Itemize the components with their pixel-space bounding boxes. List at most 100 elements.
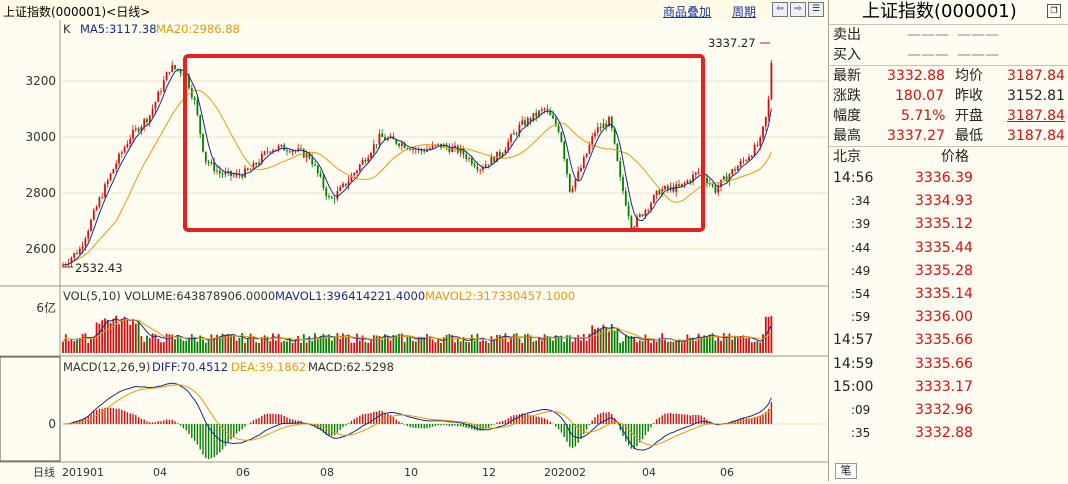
buy-value: ——— bbox=[907, 45, 949, 65]
quote-label: 昨收 bbox=[955, 86, 983, 106]
x-axis-period-label: 日线 bbox=[33, 465, 55, 479]
x-tick: 10 bbox=[404, 466, 418, 479]
tick-time: :54 bbox=[851, 283, 870, 306]
vol-y-tick: 6亿 bbox=[36, 300, 56, 315]
x-tick: 06 bbox=[720, 466, 734, 479]
tick-price: 3335.66 bbox=[915, 329, 973, 352]
quote-value: 3187.84 bbox=[1007, 66, 1065, 86]
tick-time: :09 bbox=[851, 399, 870, 422]
quote-value: 180.07 bbox=[895, 86, 944, 106]
macd-label: MACD(12,26,9) bbox=[63, 360, 150, 374]
buy-label: 买入 bbox=[833, 45, 861, 65]
quote-label: 开盘 bbox=[955, 106, 983, 126]
tick-time: 14:59 bbox=[833, 353, 873, 376]
sell-value: ——— bbox=[907, 25, 949, 45]
tick-time: :49 bbox=[851, 260, 870, 283]
ticks-col-price: 价格 bbox=[941, 147, 969, 167]
high-annotation: 3337.27 bbox=[708, 36, 756, 50]
x-tick: 06 bbox=[236, 466, 250, 479]
quote-value: 3152.81 bbox=[1007, 86, 1065, 106]
quote-label: 最高 bbox=[833, 126, 861, 146]
tick-time: :35 bbox=[851, 422, 870, 445]
sell-row: 卖出 ——— ——— bbox=[829, 25, 1068, 45]
period-link[interactable]: 周期 bbox=[732, 3, 756, 20]
quote-title-bar: 上证指数(000001) ❐ bbox=[829, 0, 1068, 25]
tick-time: :39 bbox=[851, 213, 870, 236]
tick-row: :09 3332.96 bbox=[829, 399, 1068, 422]
tick-time: 14:57 bbox=[833, 329, 873, 352]
quote-label: 幅度 bbox=[833, 106, 861, 126]
quote-value: 3187.84 bbox=[1007, 106, 1065, 126]
quote-label: 涨跌 bbox=[833, 86, 861, 106]
quote-value: 3332.88 bbox=[887, 66, 945, 86]
arrow-left-icon[interactable]: ⇦ bbox=[772, 2, 788, 17]
arrow-right-icon[interactable]: ⇨ bbox=[790, 2, 806, 17]
mavol2-label: MAVOL2:317330457.1000 bbox=[425, 289, 575, 303]
quote-title: 上证指数(000001) bbox=[862, 1, 1017, 22]
mavol1-label: MAVOL1:396414221.4000 bbox=[275, 289, 425, 303]
x-tick: 12 bbox=[482, 466, 496, 479]
ticks-header: 北京 价格 bbox=[829, 147, 1068, 167]
window-buttons: ⇦ ⇨ ☰ bbox=[772, 2, 824, 17]
tick-price: 3336.39 bbox=[915, 167, 973, 190]
diff-label: DIFF:70.4512 bbox=[152, 360, 228, 374]
tick-price: 3334.93 bbox=[915, 190, 973, 213]
tick-row: :49 3335.28 bbox=[829, 260, 1068, 283]
tick-price: 3336.00 bbox=[915, 306, 973, 329]
tick-price: 3332.96 bbox=[915, 399, 973, 422]
menu-icon[interactable]: ☰ bbox=[808, 2, 824, 17]
y-tick-3000: 3000 bbox=[25, 130, 56, 144]
restore-icon[interactable]: ❐ bbox=[1047, 4, 1061, 18]
x-tick: 08 bbox=[320, 466, 334, 479]
tick-row: :59 3336.00 bbox=[829, 306, 1068, 329]
quote-sidebar: 上证指数(000001) ❐ 卖出 ——— ——— 买入 ——— ——— 最新 … bbox=[828, 0, 1068, 481]
tick-time: :59 bbox=[851, 306, 870, 329]
x-tick: 202002 bbox=[544, 466, 586, 479]
tick-price: 3332.88 bbox=[915, 422, 973, 445]
quote-row: 幅度 5.71% 开盘 3187.84 bbox=[829, 106, 1068, 126]
tick-price: 3335.66 bbox=[915, 353, 973, 376]
tick-price: 3335.44 bbox=[915, 237, 973, 260]
low-annotation: 2532.43 bbox=[75, 261, 123, 275]
ma20-label: MA20:2986.88 bbox=[156, 22, 240, 36]
y-tick-2600: 2600 bbox=[25, 242, 56, 256]
tick-time: :44 bbox=[851, 237, 870, 260]
quote-value: 3187.84 bbox=[1007, 126, 1065, 146]
overlay-link[interactable]: 商品叠加 bbox=[663, 3, 711, 20]
kline-chart-area[interactable]: 3200 3000 2800 2600 6亿 0 K MA5:3117.38 M… bbox=[0, 20, 828, 481]
x-tick: 201901 bbox=[62, 466, 104, 479]
buy-volume: ——— bbox=[957, 45, 999, 65]
quote-row: 最新 3332.88 均价 3187.84 bbox=[829, 66, 1068, 86]
tick-row: :35 3332.88 bbox=[829, 422, 1068, 445]
tab-trades[interactable]: 笔 bbox=[835, 463, 857, 479]
ma5-label: MA5:3117.38 bbox=[80, 22, 157, 36]
tick-time: :34 bbox=[851, 190, 870, 213]
tick-row: :39 3335.12 bbox=[829, 213, 1068, 236]
x-tick: 04 bbox=[153, 466, 167, 479]
tick-row: 14:57 3335.66 bbox=[829, 329, 1068, 352]
chart-toolbar: 上证指数(000001)<日线> 商品叠加 周期 ⇦ ⇨ ☰ bbox=[0, 0, 828, 21]
tick-price: 3335.14 bbox=[915, 283, 973, 306]
sell-label: 卖出 bbox=[833, 25, 861, 45]
x-tick: 04 bbox=[642, 466, 656, 479]
macd-y-tick: 0 bbox=[48, 417, 56, 431]
buy-row: 买入 ——— ——— bbox=[829, 45, 1068, 66]
tick-row: :34 3334.93 bbox=[829, 190, 1068, 213]
quote-label: 均价 bbox=[955, 66, 983, 86]
series-label: K bbox=[63, 22, 71, 36]
chart-title: 上证指数(000001)<日线> bbox=[3, 3, 150, 20]
sell-volume: ——— bbox=[957, 25, 999, 45]
quote-label: 最新 bbox=[833, 66, 861, 86]
y-tick-2800: 2800 bbox=[25, 186, 56, 200]
y-tick-3200: 3200 bbox=[25, 74, 56, 88]
tick-price: 3335.28 bbox=[915, 260, 973, 283]
tick-price: 3335.12 bbox=[915, 213, 973, 236]
tick-row: :44 3335.44 bbox=[829, 237, 1068, 260]
vol-label: VOL(5,10) VOLUME:643878906.0000 bbox=[63, 289, 275, 303]
dea-label: DEA:39.1862 bbox=[231, 360, 306, 374]
quote-label: 最低 bbox=[955, 126, 983, 146]
quote-value: 5.71% bbox=[901, 106, 945, 126]
